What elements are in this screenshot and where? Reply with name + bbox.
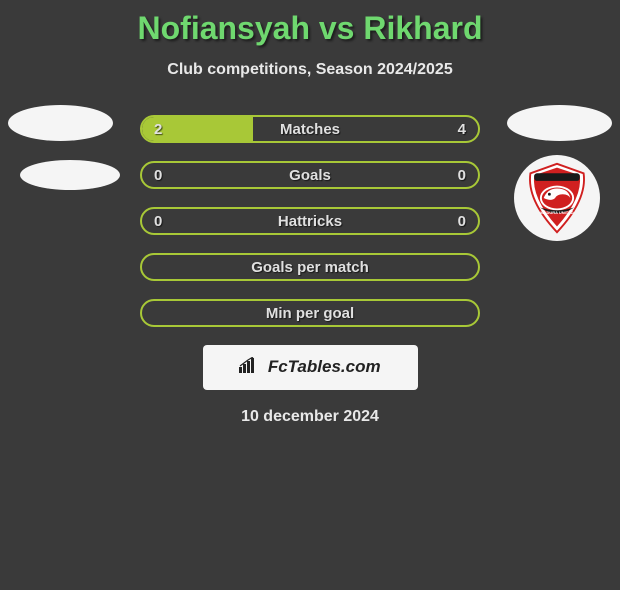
madura-crest-icon: MADURA UNITED [519,160,595,236]
stat-left-value: 2 [154,121,162,138]
stat-right-value: 0 [458,167,466,184]
left-player-badge-1 [8,105,113,141]
right-team-crest: MADURA UNITED [514,155,600,241]
stat-left-value: 0 [154,167,162,184]
stat-rows: 2 Matches 4 0 Goals 0 0 Hattricks 0 Goal… [140,115,480,327]
stat-row-gpm: Goals per match [140,253,480,281]
stat-label: Goals [289,167,331,184]
brand-text: FcTables.com [268,357,381,376]
brand-box[interactable]: FcTables.com [203,345,418,390]
subtitle: Club competitions, Season 2024/2025 [0,61,620,79]
stat-row-goals: 0 Goals 0 [140,161,480,189]
page-title: Nofiansyah vs Rikhard [0,10,620,47]
stat-row-mpg: Min per goal [140,299,480,327]
stat-right-value: 0 [458,213,466,230]
stat-label: Goals per match [251,259,369,276]
stats-area: MADURA UNITED 2 Matches 4 0 Goals 0 0 Ha… [0,115,620,327]
svg-text:MADURA UNITED: MADURA UNITED [540,210,573,215]
brand-bars-icon [239,357,259,378]
stat-label: Min per goal [266,305,354,322]
stat-left-value: 0 [154,213,162,230]
right-player-badge-oval [507,105,612,141]
left-player-badge-2 [20,160,120,190]
stat-label: Hattricks [278,213,342,230]
date-line: 10 december 2024 [0,408,620,426]
stat-row-hattricks: 0 Hattricks 0 [140,207,480,235]
stat-right-value: 4 [458,121,466,138]
stat-row-matches: 2 Matches 4 [140,115,480,143]
stat-label: Matches [280,121,340,138]
